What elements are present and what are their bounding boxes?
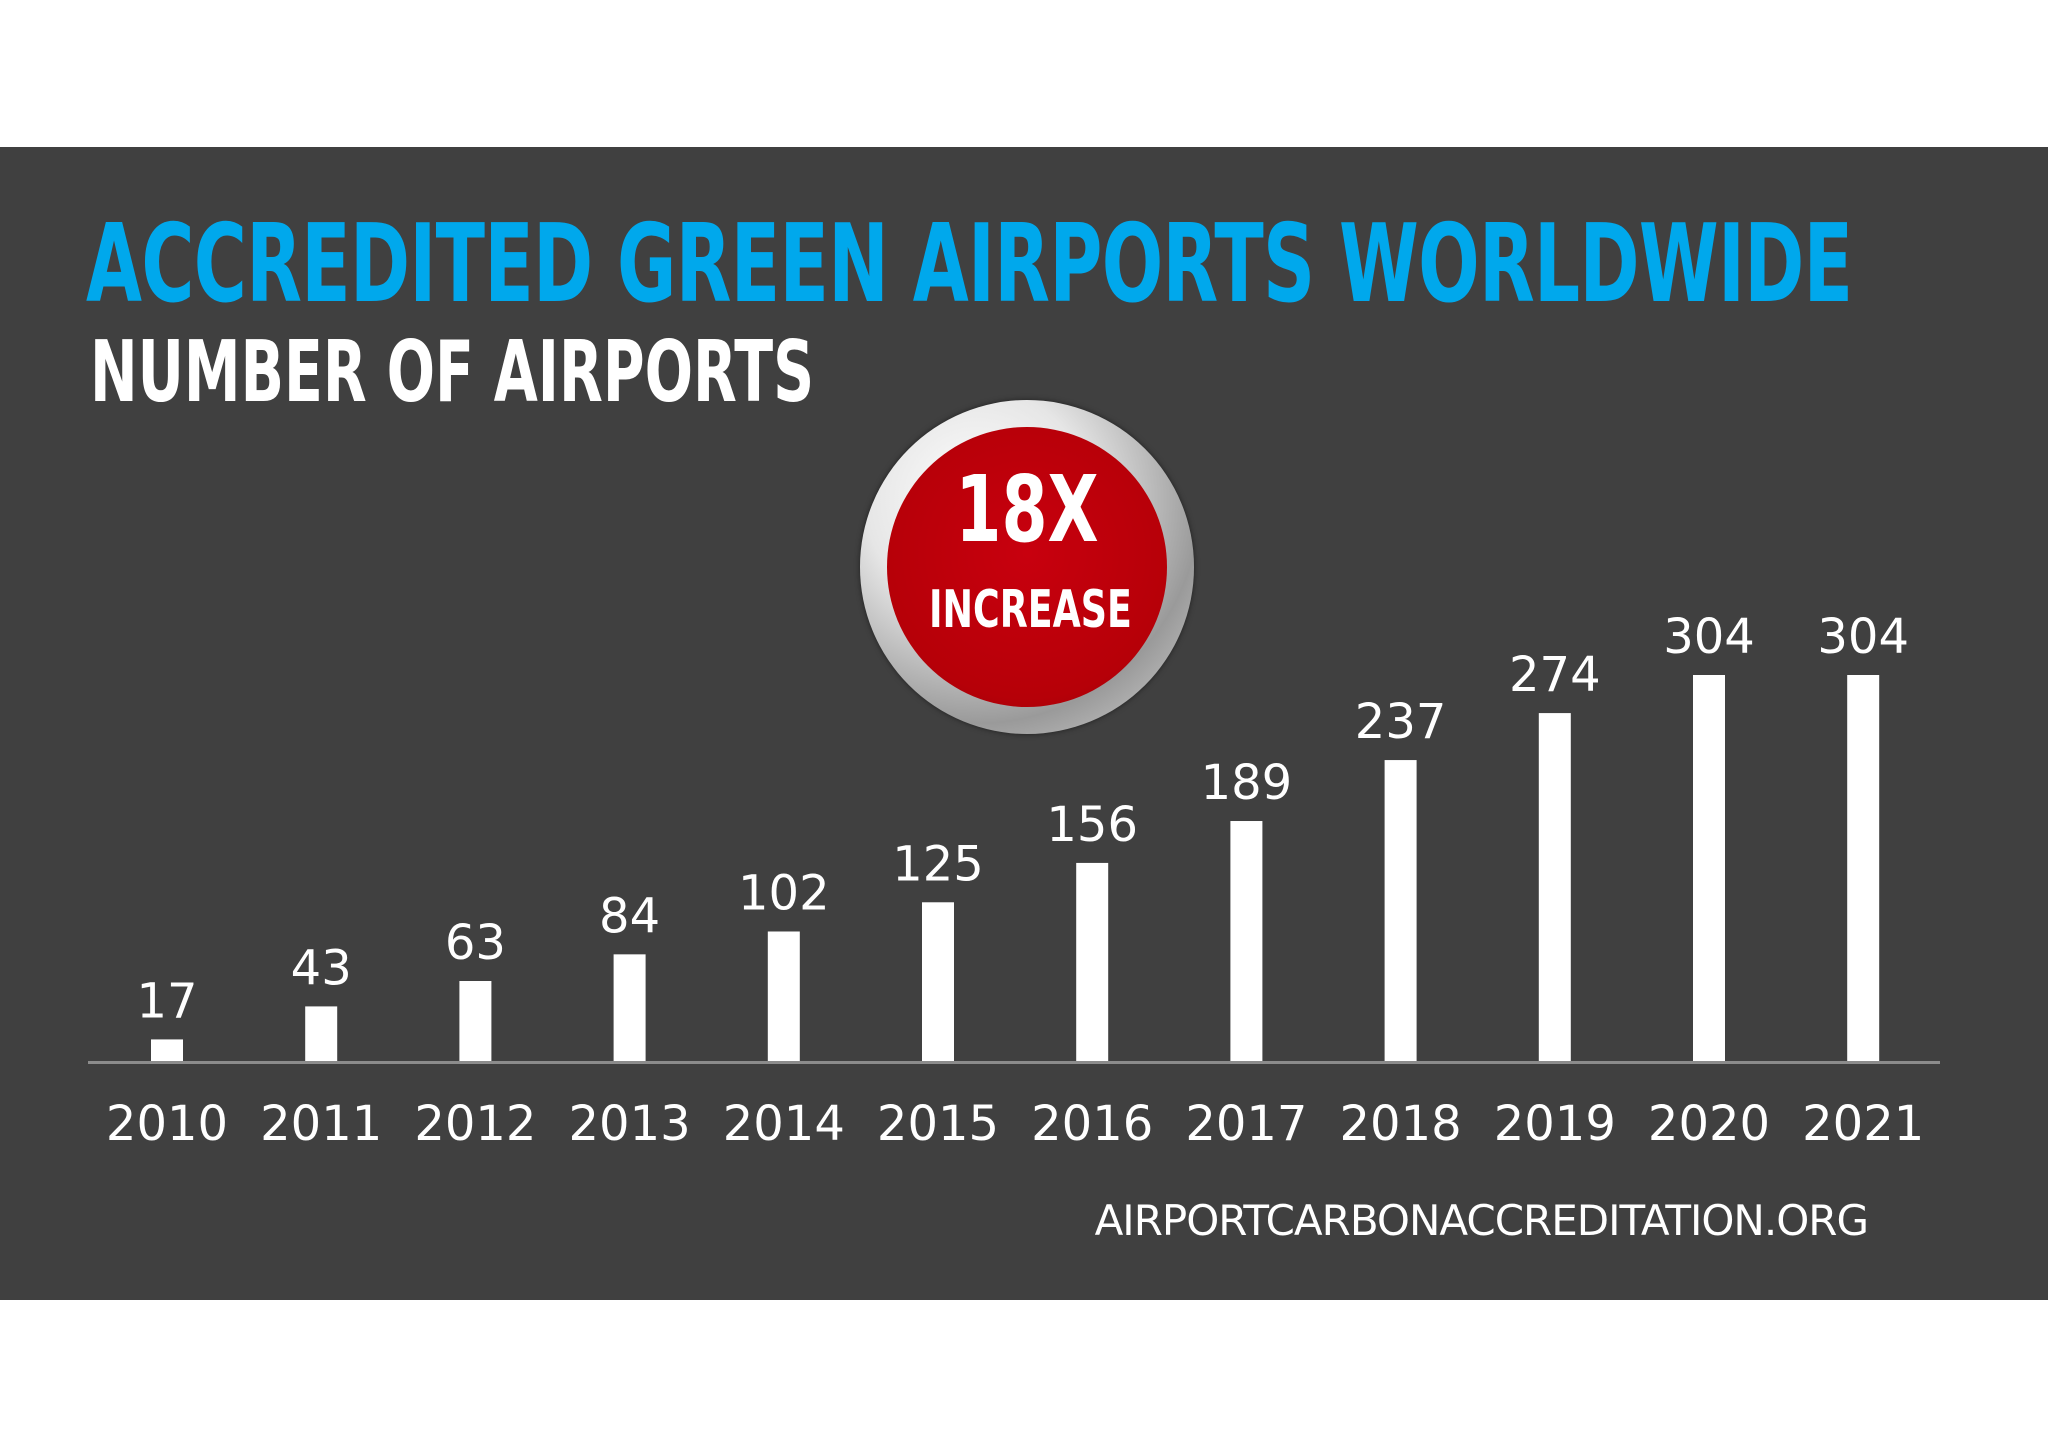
data-label-2020: 304 bbox=[1663, 609, 1755, 665]
bar-2011 bbox=[305, 1006, 338, 1061]
x-tick-label-2017: 2017 bbox=[1185, 1096, 1307, 1152]
data-label-2018: 237 bbox=[1355, 694, 1447, 750]
x-tick-label-2015: 2015 bbox=[877, 1096, 999, 1152]
bar-2021 bbox=[1847, 675, 1880, 1061]
data-label-2017: 189 bbox=[1201, 755, 1293, 811]
x-tick-label-2010: 2010 bbox=[106, 1096, 228, 1152]
data-label-2010: 17 bbox=[136, 973, 197, 1029]
data-label-2016: 156 bbox=[1046, 797, 1138, 853]
increase-badge bbox=[887, 427, 1167, 707]
x-tick-label-2013: 2013 bbox=[569, 1096, 691, 1152]
bar-2019 bbox=[1538, 713, 1571, 1061]
x-tick-label-2016: 2016 bbox=[1031, 1096, 1153, 1152]
x-tick-label-2011: 2011 bbox=[260, 1096, 382, 1152]
x-tick-label-2020: 2020 bbox=[1648, 1096, 1770, 1152]
bar-2010 bbox=[151, 1039, 183, 1061]
data-label-2021: 304 bbox=[1817, 609, 1909, 665]
chart-title: ACCREDITED GREEN AIRPORTS WORLDWIDE bbox=[86, 202, 1853, 327]
data-label-2011: 43 bbox=[291, 940, 352, 996]
bar-2012 bbox=[459, 981, 492, 1061]
x-tick-label-2019: 2019 bbox=[1494, 1096, 1616, 1152]
bar-2015 bbox=[922, 902, 954, 1061]
increase-multiplier: 18X bbox=[955, 456, 1099, 563]
bar-2018 bbox=[1384, 760, 1417, 1061]
data-label-2015: 125 bbox=[892, 836, 984, 892]
x-tick-label-2014: 2014 bbox=[723, 1096, 845, 1152]
x-tick-label-2021: 2021 bbox=[1802, 1096, 1924, 1152]
data-label-2014: 102 bbox=[738, 865, 830, 921]
x-tick-label-2018: 2018 bbox=[1340, 1096, 1462, 1152]
bar-2013 bbox=[613, 954, 646, 1061]
data-label-2013: 84 bbox=[599, 888, 660, 944]
source-url: AIRPORTCARBONACCREDITATION.ORG bbox=[1094, 1196, 1869, 1245]
bar-2020 bbox=[1693, 675, 1725, 1061]
data-label-2012: 63 bbox=[445, 915, 506, 971]
x-tick-label-2012: 2012 bbox=[414, 1096, 536, 1152]
bar-2017 bbox=[1230, 821, 1263, 1061]
data-label-2019: 274 bbox=[1509, 647, 1601, 703]
increase-label: INCREASE bbox=[929, 580, 1132, 640]
bar-2016 bbox=[1076, 862, 1109, 1061]
chart-subtitle: NUMBER OF AIRPORTS bbox=[90, 323, 815, 422]
bar-2014 bbox=[767, 931, 800, 1061]
